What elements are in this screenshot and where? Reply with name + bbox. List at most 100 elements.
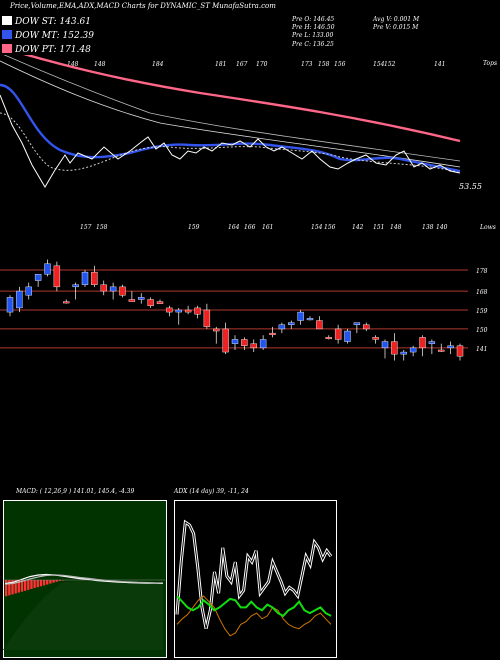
low-label: 148	[390, 224, 402, 231]
macd-histogram-bar	[39, 580, 43, 587]
top-label: 181	[215, 61, 226, 68]
low-labels: 157 158 159 164 166 161 154 156 142 151 148 138 140	[80, 224, 448, 231]
candle-body	[128, 299, 136, 302]
candle-body	[363, 324, 370, 330]
candle-body	[184, 309, 192, 313]
candle-body	[438, 349, 445, 352]
ema-panel: 148 148 184 181 167 170 173 158 156 154 152 141 Top…	[0, 55, 497, 231]
low-label: 154	[311, 224, 323, 231]
macd-histogram-bar	[33, 580, 36, 589]
candle-body	[166, 307, 173, 313]
candle-body	[203, 309, 211, 328]
candle-body	[391, 341, 398, 355]
top-label: 156	[334, 61, 346, 68]
legend-dow-pt: DOW PT: 171.48	[2, 44, 91, 55]
price-line	[0, 94, 461, 188]
candle-body	[278, 324, 286, 330]
ema-grey-line-2	[0, 60, 461, 168]
price-level-label: 150	[476, 327, 488, 334]
macd-panel	[3, 500, 167, 658]
top-label: 173	[301, 61, 313, 68]
ema-grey-line-1	[3, 55, 461, 162]
macd-histogram-bar	[30, 580, 33, 589]
candle-body	[25, 286, 32, 296]
di-minus-line	[176, 595, 332, 618]
macd-header: MACD: ( 12,26,9 ) 141.01, 145.4, -4.39	[16, 488, 135, 495]
price-level-label: 141	[476, 346, 487, 353]
lows-tag: Lows	[479, 224, 496, 231]
candle-body	[409, 347, 417, 353]
low-label: 138	[422, 224, 434, 231]
candle-body	[6, 297, 14, 313]
macd-histogram-bar	[58, 580, 62, 581]
low-label: 156	[324, 224, 336, 231]
stat-prev-volume: Pre V: 0.015 M	[373, 24, 419, 32]
macd-shadow	[3, 581, 163, 650]
legend-swatch-mt	[2, 30, 12, 39]
candle-body	[44, 263, 51, 275]
adx-panel	[174, 500, 337, 658]
stats-col1: Pre O: 146.45 Pre H: 146.50 Pre L: 133.0…	[292, 16, 335, 49]
candle-body	[156, 301, 164, 304]
adx-line	[176, 521, 332, 629]
macd-plot	[3, 573, 165, 650]
macd-histogram-bar	[14, 580, 17, 594]
top-label: 170	[256, 61, 268, 68]
ema-dotted-line	[0, 112, 461, 174]
candle-body	[213, 328, 220, 332]
top-label: 184	[152, 61, 164, 68]
candle-body	[419, 337, 426, 349]
stat-high: Pre H: 146.50	[292, 24, 335, 32]
stat-low: Pre L: 133.00	[292, 32, 334, 40]
candle-body	[194, 307, 201, 315]
candle-body	[175, 309, 182, 313]
top-label: 158	[318, 61, 330, 68]
adx-plot	[175, 519, 333, 637]
price-level-label: 159	[476, 308, 488, 315]
ema-lines	[0, 55, 461, 188]
stat-close: Pre C: 136.25	[292, 40, 334, 48]
top-labels: 148 148 184 181 167 170 173 158 156 154 152 141	[67, 61, 445, 68]
top-label: 152	[384, 61, 396, 68]
candle-body	[100, 284, 107, 292]
candle-body	[334, 328, 342, 340]
candle-body	[381, 341, 389, 349]
macd-histogram-bar	[27, 580, 30, 590]
stats-col2: Avg V: 0.001 M Pre V: 0.015 M	[373, 16, 419, 32]
stat-avg-volume: Avg V: 0.001 M	[373, 16, 420, 23]
candle-body	[306, 318, 314, 321]
macd-histogram-bar	[17, 580, 20, 593]
low-label: 142	[352, 224, 364, 231]
macd-histogram-bar	[46, 580, 49, 585]
candle-body	[16, 290, 23, 309]
candle-body	[119, 286, 126, 296]
candle-body	[138, 297, 145, 300]
candle-body	[325, 337, 332, 340]
macd-histogram-bar	[42, 580, 46, 586]
price-level-label: 178	[476, 268, 488, 275]
candle-body	[316, 320, 323, 330]
low-label: 140	[436, 224, 448, 231]
ema-blue-line	[0, 83, 461, 173]
macd-histogram-bar	[23, 580, 27, 591]
candle-body	[259, 339, 267, 349]
macd-histogram-bar	[49, 580, 52, 584]
legend-label-mt: DOW MT: 152.39	[15, 31, 94, 41]
macd-histogram-bar	[8, 580, 11, 596]
legend-dow-st: DOW ST: 143.61	[2, 16, 91, 27]
candle-body	[147, 299, 154, 306]
candle-body	[269, 332, 276, 335]
candle-body	[400, 351, 407, 355]
candle-body	[372, 337, 379, 340]
low-label: 151	[373, 224, 384, 231]
macd-signal-line	[4, 574, 164, 585]
macd-histogram-bar	[36, 580, 39, 588]
candle-body	[34, 274, 42, 281]
candle-body	[81, 271, 89, 285]
legend-dow-mt: DOW MT: 152.39	[2, 30, 94, 41]
candle-body	[353, 322, 361, 325]
top-label: 148	[94, 61, 106, 68]
low-label: 158	[96, 224, 108, 231]
last-value: 53.55	[459, 182, 482, 191]
candle-body	[53, 265, 61, 288]
